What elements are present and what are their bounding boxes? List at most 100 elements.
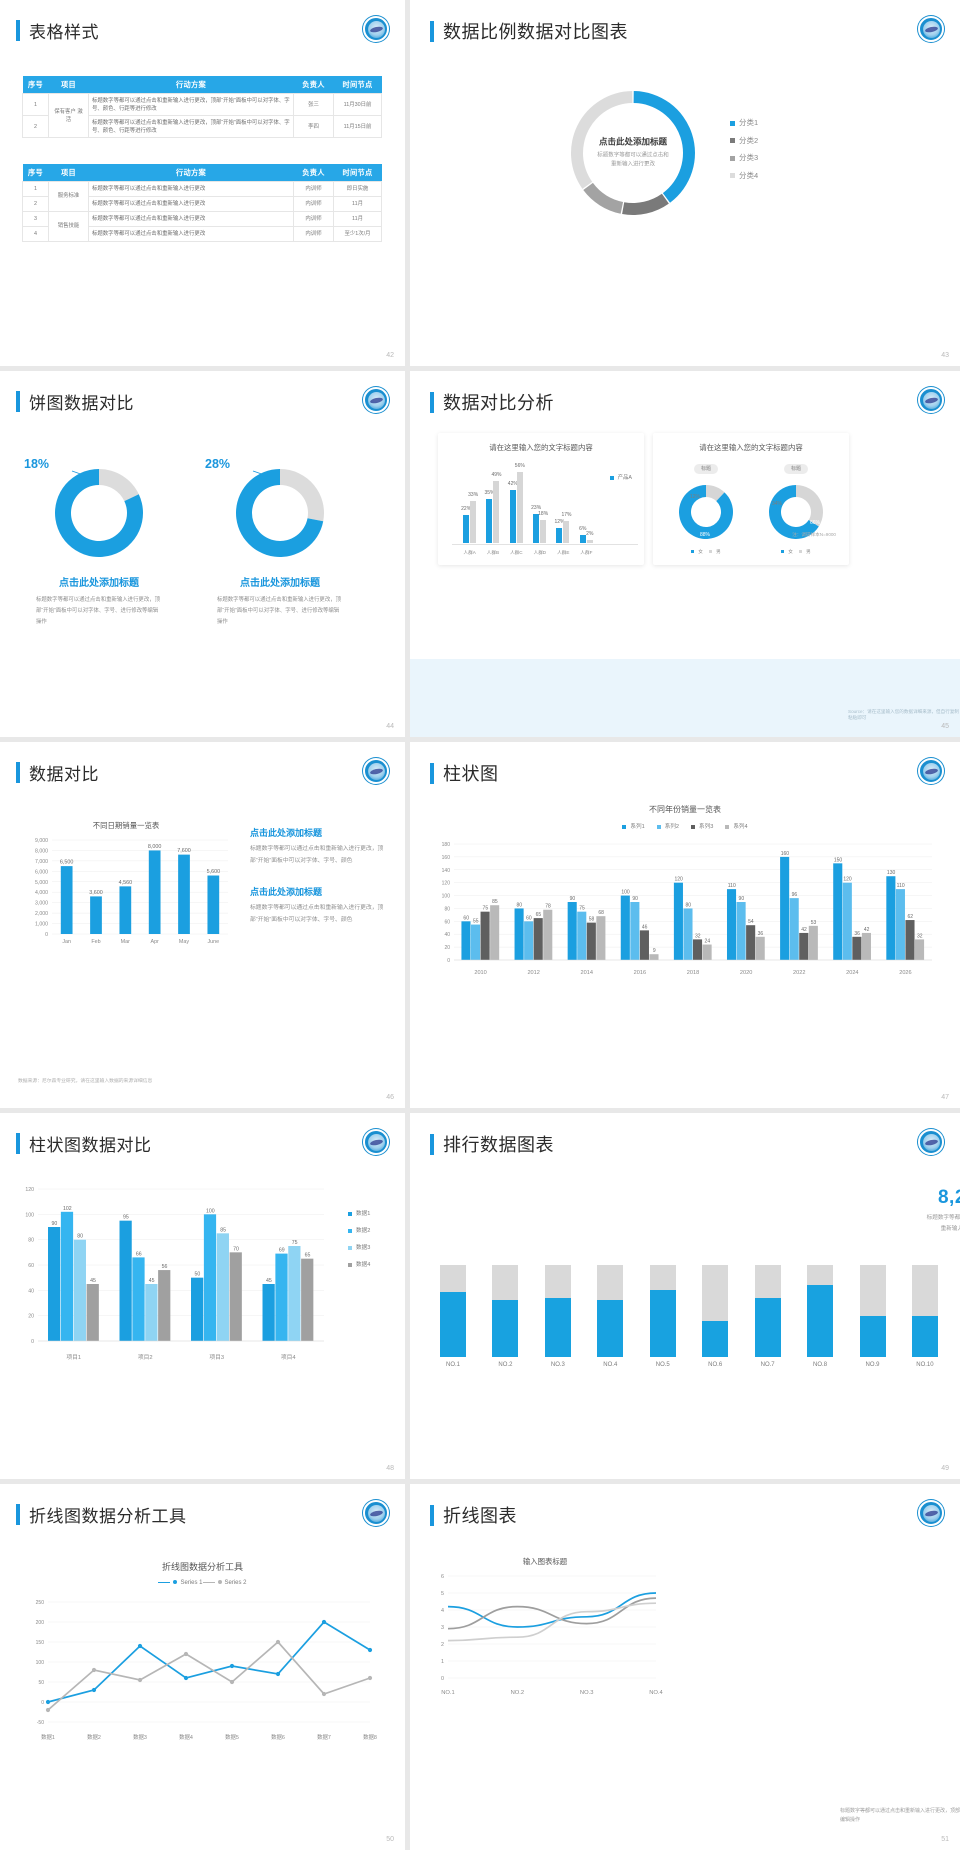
data-point[interactable] — [321, 1619, 327, 1625]
bar[interactable] — [119, 886, 132, 934]
donut-segment[interactable] — [622, 193, 669, 215]
legend-item[interactable]: 数据2 — [348, 1226, 370, 1234]
bar[interactable]: 17% — [561, 512, 571, 543]
ranking-column[interactable]: NO.6 — [702, 1265, 729, 1368]
bar[interactable]: 23% — [531, 505, 541, 543]
bar[interactable] — [86, 1284, 99, 1341]
data-point[interactable] — [367, 1675, 373, 1681]
data-point[interactable] — [137, 1643, 143, 1649]
slide-45[interactable]: 数据对比分析 请在这里输入您的文字标题内容 22% 33% 35% 49% 42% 56%… — [410, 371, 960, 737]
bar[interactable] — [915, 939, 925, 960]
bar[interactable]: 33% — [468, 492, 478, 543]
table-row[interactable]: 1 保有客户 激活 标题数字等都可以通过点击和重新输入进行更改，顶部“开始”面板中可… — [22, 92, 382, 139]
bar[interactable] — [736, 902, 746, 960]
donut-chart[interactable]: 标题 34% 66% 女 男 — [754, 457, 838, 555]
slide-48[interactable]: 柱状图数据对比 120 100 80 60 40 20 0 90 102 80 45 项目1 95 66 4… — [0, 1113, 405, 1479]
ranking-column[interactable]: NO.4 — [597, 1265, 624, 1368]
bar-group[interactable]: 22% 33% — [461, 467, 478, 543]
bar-group[interactable]: 6% 2% — [579, 467, 593, 543]
bar[interactable] — [905, 920, 915, 960]
bar[interactable] — [470, 924, 481, 960]
bar[interactable] — [799, 932, 809, 960]
sales-bar-chart[interactable]: 不同日期销量一览表 9,000 8,000 7,000 6,000 5,000 4,000… — [16, 820, 236, 960]
bar[interactable]: 18% — [538, 511, 548, 543]
bar[interactable] — [630, 902, 640, 960]
data-point[interactable] — [321, 1691, 327, 1697]
data-point[interactable] — [91, 1687, 97, 1693]
line-series[interactable] — [447, 1592, 657, 1628]
line-series[interactable] — [47, 1620, 371, 1703]
legend-item[interactable]: 分类1 — [730, 117, 758, 128]
bar[interactable] — [158, 1270, 171, 1341]
bar[interactable] — [543, 909, 553, 960]
slide-46[interactable]: 数据对比 不同日期销量一览表 9,000 8,000 7,000 6,000 5,000… — [0, 742, 405, 1108]
bar[interactable] — [60, 866, 73, 934]
bar[interactable] — [683, 908, 693, 960]
data-point[interactable] — [229, 1663, 235, 1669]
donut-chart[interactable]: 点击此处添加标题 标题数字等都可以通过点击和 重新输入进行更改 — [558, 78, 708, 228]
legend-item[interactable]: 分类3 — [730, 152, 758, 163]
bar[interactable]: 12% — [554, 519, 564, 543]
bar-group[interactable]: 12% 17% — [554, 467, 571, 543]
bar[interactable] — [746, 925, 756, 960]
data-point[interactable] — [367, 1647, 373, 1653]
bar[interactable] — [702, 944, 712, 960]
data-point[interactable] — [91, 1667, 97, 1673]
bar[interactable] — [191, 1277, 204, 1341]
bar[interactable] — [203, 1214, 217, 1341]
legend-item[interactable]: 分类2 — [730, 135, 758, 146]
bar-card[interactable]: 请在这里输入您的文字标题内容 22% 33% 35% 49% 42% 56% 23% 18% 1… — [438, 433, 644, 565]
slide-49[interactable]: 排行数据图表 8,230 标题数字等都可以通过点击和重新输入进行更改3,620 … — [410, 1113, 960, 1479]
donut-legend[interactable]: 分类1 分类2 分类3 分类4 — [730, 117, 758, 187]
bar[interactable]: 22% — [461, 506, 471, 543]
donut-card[interactable]: 请在这里输入您的文字标题内容 标题 12% 88% 女 男 标题 34% 66%… — [653, 433, 849, 565]
bar[interactable] — [780, 856, 790, 960]
table-row[interactable]: 1 服务标准 标题数字等都可以通过点击和重新输入进行更改 内训师 即日实施 — [22, 181, 382, 212]
donut-chart[interactable]: 18% — [14, 451, 184, 563]
bar[interactable] — [577, 911, 587, 960]
bar[interactable] — [207, 875, 220, 934]
bar[interactable] — [524, 921, 534, 960]
legend-item[interactable]: 分类4 — [730, 170, 758, 181]
bar[interactable] — [480, 911, 490, 960]
bar[interactable] — [673, 882, 683, 960]
slide-50[interactable]: 折线图数据分析工具 折线图数据分析工具 Series 1 Series 2 250… — [0, 1484, 405, 1850]
bar[interactable] — [514, 908, 524, 960]
line-series[interactable] — [447, 1602, 657, 1642]
bar[interactable] — [145, 1284, 158, 1341]
ranking-column[interactable]: NO.2 — [492, 1265, 519, 1368]
bar[interactable] — [490, 905, 500, 960]
pie-block[interactable]: 18% 点击此处添加标题 标题数字等都可以通过点击和重新输入进行更改，顶部“开始”… — [14, 451, 184, 627]
bar[interactable]: 56% — [515, 463, 525, 543]
bar[interactable] — [789, 898, 799, 960]
bar-group[interactable]: 42% 56% — [508, 463, 525, 543]
ranking-column[interactable]: NO.1 — [440, 1265, 466, 1368]
pie-block[interactable]: 28% 点击此处添加标题 标题数字等都可以通过点击和重新输入进行更改，顶部“开始”… — [195, 451, 365, 627]
ranking-column[interactable]: NO.3 — [544, 1265, 571, 1368]
bar[interactable] — [639, 930, 649, 960]
bar[interactable] — [693, 939, 703, 960]
legend-item[interactable]: 数据3 — [348, 1243, 370, 1251]
bar[interactable]: 2% — [586, 531, 593, 543]
chart-legend[interactable]: Series 1 Series 2 — [0, 1580, 405, 1586]
donut-legend[interactable]: 女 男 — [664, 549, 748, 555]
chart-legend[interactable]: 数据1 数据2 数据3 数据4 — [348, 1209, 370, 1277]
ranking-bar-chart[interactable]: NO.1 NO.2 NO.3 NO.4 NO.5 NO.6 NO.7 NO.8 NO.9 NO.1… — [440, 1263, 938, 1368]
bar[interactable] — [148, 850, 161, 934]
bar[interactable] — [895, 889, 905, 960]
bar[interactable] — [216, 1233, 229, 1341]
bar[interactable] — [586, 922, 596, 960]
bar[interactable]: 49% — [491, 472, 501, 543]
data-point[interactable] — [229, 1679, 235, 1685]
bar-group[interactable]: 35% 49% — [484, 467, 501, 543]
bar[interactable] — [60, 1211, 74, 1341]
bar[interactable] — [301, 1258, 314, 1341]
bar[interactable] — [567, 902, 577, 960]
slide-43[interactable]: 数据比例数据对比图表 点击此处添加标题 标题数字等都可以通过点击和 重新输入进行更… — [410, 0, 960, 366]
data-point[interactable] — [275, 1639, 281, 1645]
bar-group[interactable]: 23% 18% — [531, 467, 548, 543]
data-point[interactable] — [275, 1671, 281, 1677]
bar[interactable]: 6% — [579, 526, 586, 543]
bar[interactable] — [119, 1220, 132, 1341]
donut-legend[interactable]: 女 男 — [754, 549, 838, 555]
